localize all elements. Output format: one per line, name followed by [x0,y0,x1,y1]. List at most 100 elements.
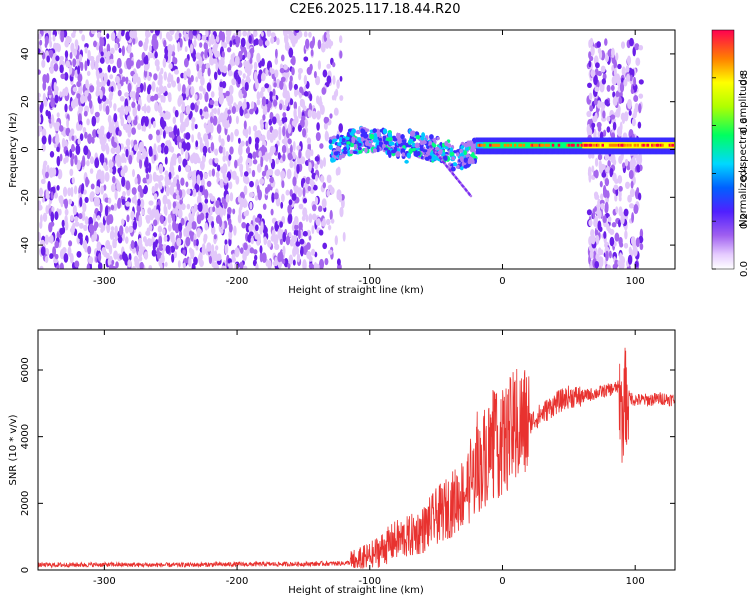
spectrogram-cell [287,152,293,161]
spectrogram-cell [170,146,175,153]
spectrogram-cell [281,193,285,203]
spectrogram-cell [224,244,229,255]
spectrogram-cell [297,105,301,116]
spectrogram-cell [339,95,344,101]
spectrogram-cell [621,114,626,124]
snr-y-tick-label: 0 [20,567,31,573]
spectrogram-cell [97,262,103,269]
spectrogram-cell [288,30,294,41]
spectrogram-cell [85,176,89,188]
spectrogram-cell [628,246,632,255]
spectrogram-cell [279,221,283,228]
spectrogram-cell [44,255,49,264]
spectrogram-cell [288,254,294,265]
spectrogram-cell [351,128,356,134]
spectrogram-cell [599,180,603,188]
spectrogram-cell [619,242,624,248]
spectrogram-cell [249,63,253,70]
spectrogram-cell [606,223,610,231]
spectrogram-cell [165,244,171,255]
spectrogram-cell [45,205,49,215]
spectrogram-cell [621,66,626,77]
spectrogram-cell [612,121,617,131]
spectrogram-cell [636,164,640,173]
spectrogram-cell [395,132,400,139]
spectrogram-cell [587,127,593,138]
spectrogram-cell [139,198,145,209]
spectrogram-cell [422,149,428,153]
spectrogram-cell [48,134,52,145]
spectrogram-cell [178,32,182,39]
spectrogram-cell [53,81,57,92]
snr-x-tick-label: 100 [626,576,645,587]
spectrogram-cell [205,125,211,134]
spectrogram-cell [38,231,41,238]
spectrogram-cell [53,63,59,72]
spectrogram-cell [147,75,151,82]
spectrogram-cell [156,64,160,72]
spectrogram-cell [233,70,238,80]
spectrogram-cell [202,88,206,95]
spectrogram-cell [529,143,533,147]
spectrogram-cell [264,105,268,112]
spectrogram-cell [546,143,549,147]
spectrogram-cell [140,141,144,152]
spectrogram-cell [228,181,233,190]
spectrogram-cell [162,130,166,139]
spectrogram-cell [232,208,236,215]
spectrogram-cell [203,133,209,143]
spectrogram-cell [597,70,602,77]
spectrogram-cell [279,238,283,246]
spectrogram-cell [38,33,42,40]
spectrogram-cell [288,47,294,58]
spectrogram-cell [596,100,602,109]
spectrogram-cell [278,126,282,137]
spectrogram-cell [210,225,216,235]
spectrogram-cell [603,231,607,239]
spectrogram-cell [212,115,218,126]
spectrogram-cell [215,200,220,208]
spectrogram-cell [100,142,106,152]
spectrogram-cell [57,168,63,180]
spectrogram-cell [158,174,164,181]
spectrogram-cell [230,132,234,143]
spectrogram-cell [295,241,301,247]
spectrogram-cell [323,122,328,130]
spectrogram-cell [303,118,309,128]
spectrogram-cell [271,192,275,203]
spectrogram-cell [78,30,83,34]
spectrogram-x-tick-label: 100 [626,276,645,287]
spectrogram-cell [326,174,331,184]
spectrogram-cell [338,123,343,133]
spectrogram-cell [234,159,238,169]
spectrogram-cell [463,157,468,163]
spectrogram-cell [67,246,72,257]
spectrogram-cell [127,82,132,93]
spectrogram-cell [190,102,194,109]
spectrogram-cell [608,143,612,147]
spectrogram-cell [113,203,118,211]
spectrogram-cell [137,96,142,107]
spectrogram-cell [606,84,611,92]
spectrogram-cell [252,30,258,38]
spectrogram-cell [162,194,168,206]
spectrogram-cell [128,253,132,262]
spectrogram-cell [204,48,208,59]
spectrogram-cell [338,136,343,143]
spectrogram-cell [68,198,73,205]
spectrogram-cell [199,137,203,147]
spectrogram-cell [167,72,172,82]
spectrogram-cell [404,159,409,164]
spectrogram-cell [220,58,225,66]
spectrogram-cell [146,93,152,103]
spectrogram-cell [629,143,632,147]
spectrogram-cell [303,105,307,112]
spectrogram-cell [300,245,304,257]
spectrogram-cell [145,173,150,180]
spectrogram-cell [305,176,311,185]
spectrogram-cell [335,168,339,176]
spectrogram-cell [148,146,153,157]
spectrogram-cell [76,159,81,171]
spectrogram-cell [594,62,600,69]
spectrogram-cell [267,239,272,248]
